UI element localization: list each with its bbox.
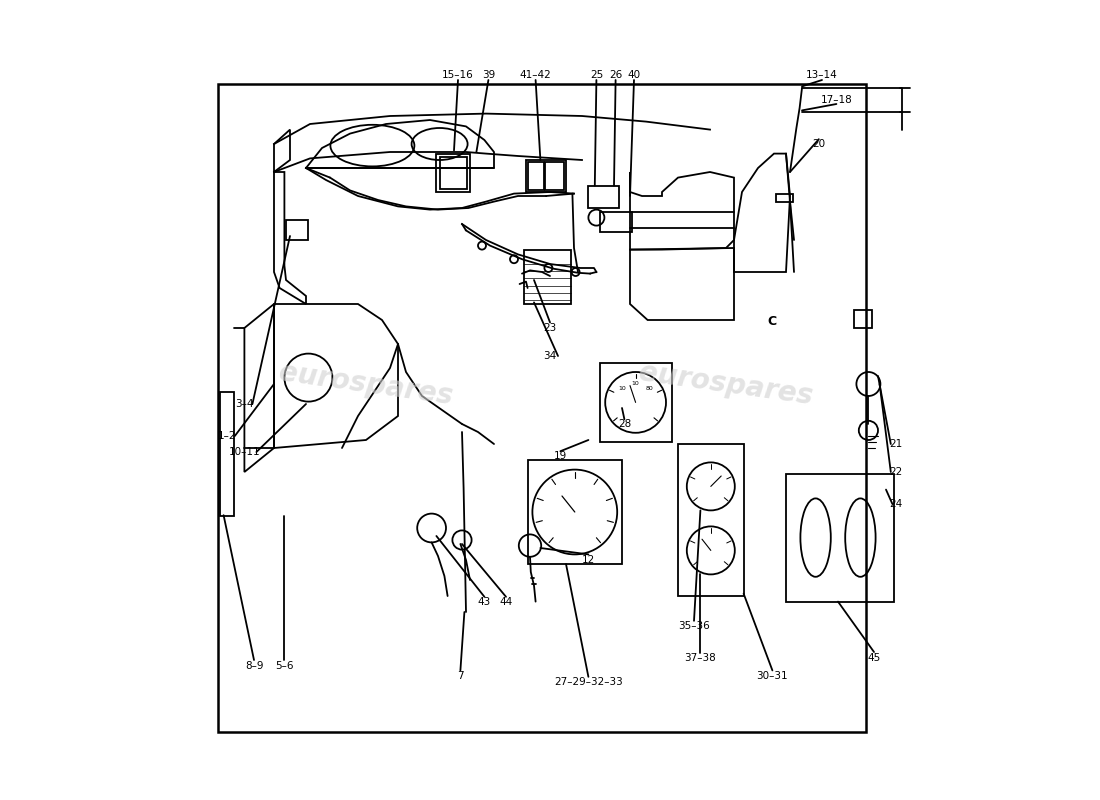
Bar [546, 162, 563, 190]
Bar [218, 84, 866, 732]
Bar [600, 363, 672, 442]
Text: C: C [768, 315, 777, 328]
Text: 43: 43 [477, 597, 491, 606]
Text: 25: 25 [590, 70, 603, 80]
Text: 20: 20 [812, 139, 825, 149]
Text: 80: 80 [646, 386, 653, 391]
Bar [854, 310, 871, 328]
Text: 8–9: 8–9 [244, 661, 263, 670]
Text: eurospares: eurospares [277, 358, 454, 410]
Text: 19: 19 [553, 451, 566, 461]
Text: 15–16: 15–16 [442, 70, 474, 80]
Text: 10–11: 10–11 [229, 447, 261, 457]
Text: 17–18: 17–18 [821, 95, 852, 105]
Bar [525, 250, 571, 304]
Bar [776, 194, 793, 202]
Text: 37–38: 37–38 [684, 653, 716, 662]
Text: 21: 21 [889, 439, 902, 449]
Text: 13–14: 13–14 [806, 70, 838, 80]
Text: eurospares: eurospares [637, 358, 815, 410]
Bar [440, 157, 466, 189]
Text: 10: 10 [618, 386, 626, 391]
Bar [437, 154, 470, 192]
Text: 23: 23 [543, 323, 557, 333]
Text: 12: 12 [582, 555, 595, 565]
Bar [526, 160, 566, 192]
Text: 35–36: 35–36 [678, 621, 710, 630]
Bar [600, 212, 631, 232]
Bar [786, 474, 894, 602]
Text: 39: 39 [482, 70, 495, 80]
Text: 7: 7 [458, 671, 464, 681]
Text: 10: 10 [631, 381, 639, 386]
Text: 1–2: 1–2 [218, 431, 236, 441]
Bar [220, 392, 234, 516]
Text: 44: 44 [499, 597, 513, 606]
Text: 3–4: 3–4 [235, 399, 254, 409]
Text: 30–31: 30–31 [757, 671, 789, 681]
Text: 22: 22 [889, 467, 902, 477]
Text: 24: 24 [889, 499, 902, 509]
Text: 40: 40 [627, 70, 640, 80]
Text: 27–29–32–33: 27–29–32–33 [554, 677, 623, 686]
Text: 5–6: 5–6 [275, 661, 294, 670]
Text: 28: 28 [618, 419, 631, 429]
Bar [528, 162, 544, 190]
Bar [678, 444, 744, 596]
Bar [528, 460, 622, 564]
Text: 26: 26 [609, 70, 623, 80]
Text: 34: 34 [543, 351, 557, 361]
Text: 45: 45 [868, 653, 881, 662]
Text: 41–42: 41–42 [519, 70, 551, 80]
Bar [588, 186, 619, 208]
Bar [286, 220, 308, 240]
